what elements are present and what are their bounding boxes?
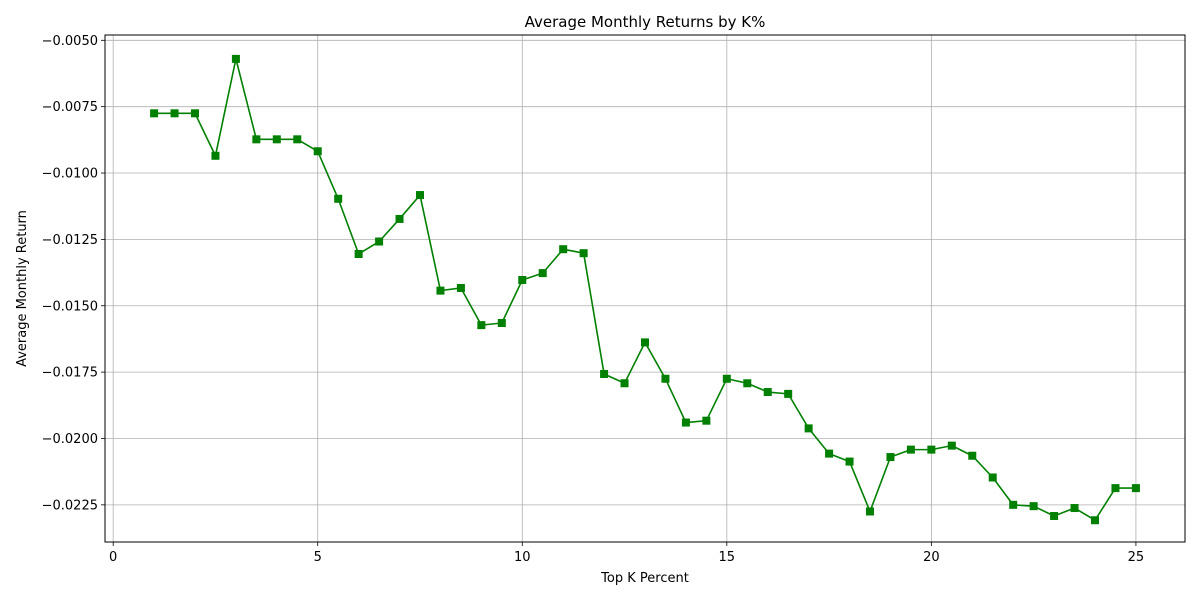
data-point-marker	[968, 451, 977, 460]
x-tick-label: 15	[719, 550, 736, 565]
data-point-marker	[1091, 516, 1099, 525]
y-axis-title: Average Monthly Return	[15, 210, 30, 367]
data-point-marker	[825, 449, 834, 458]
data-point-marker	[518, 276, 527, 285]
y-tick-label: −0.0100	[42, 167, 98, 182]
y-tick-label: −0.0150	[42, 299, 98, 314]
y-tick-label: −0.0175	[42, 366, 98, 381]
data-point-marker	[702, 416, 711, 425]
data-point-marker	[395, 214, 404, 223]
data-point-marker	[334, 194, 343, 203]
chart-title: Average Monthly Returns by K%	[525, 13, 766, 31]
grid-lines	[105, 35, 1185, 542]
x-tick-label: 0	[109, 550, 117, 565]
data-point-marker	[600, 369, 609, 378]
data-point-marker	[211, 151, 220, 160]
data-point-marker	[497, 319, 506, 328]
y-tick-label: −0.0225	[42, 498, 98, 513]
data-point-marker	[722, 374, 731, 383]
data-point-marker	[1070, 504, 1079, 513]
data-point-marker	[150, 109, 159, 118]
data-point-marker	[375, 237, 384, 246]
data-point-marker	[538, 269, 547, 278]
x-tick-label: 10	[514, 550, 531, 565]
y-tick-label: −0.0075	[42, 100, 98, 115]
data-point-marker	[620, 379, 629, 388]
data-point-marker	[743, 379, 752, 388]
axis-ticks: 0 5 10 15 20 25 −0.0050 −0.0075 −0.0100 −0.0125 −0…	[42, 34, 1145, 565]
data-point-marker	[661, 374, 670, 383]
data-point-marker	[1029, 502, 1038, 511]
data-point-marker	[1131, 484, 1140, 493]
data-point-marker	[804, 424, 813, 433]
x-axis-title: Top K Percent	[600, 571, 689, 586]
data-point-marker	[1050, 511, 1059, 520]
data-point-marker	[641, 338, 649, 347]
data-point-marker	[1009, 500, 1018, 509]
data-point-marker	[272, 135, 281, 144]
data-series	[150, 54, 1140, 525]
data-point-marker	[886, 453, 895, 462]
data-point-marker	[1111, 484, 1120, 493]
data-point-marker	[354, 249, 363, 258]
y-tick-label: −0.0050	[42, 34, 98, 49]
data-point-marker	[784, 389, 793, 398]
plot-frame	[104, 34, 1186, 543]
data-point-marker	[252, 135, 261, 144]
data-point-marker	[763, 388, 772, 397]
data-point-marker	[559, 245, 568, 254]
y-tick-label: −0.0125	[42, 233, 98, 248]
data-point-marker	[456, 283, 465, 292]
data-point-marker	[477, 321, 486, 330]
x-tick-label: 5	[314, 550, 322, 565]
data-point-marker	[845, 457, 854, 466]
x-tick-label: 20	[923, 550, 940, 565]
data-point-marker	[927, 445, 936, 454]
data-point-marker	[947, 441, 956, 450]
data-point-marker	[579, 249, 588, 258]
data-point-marker	[231, 54, 240, 63]
data-point-marker	[906, 445, 915, 454]
data-point-marker	[988, 473, 997, 482]
x-tick-label: 25	[1128, 550, 1145, 565]
data-point-marker	[436, 286, 445, 295]
data-point-marker	[681, 418, 690, 427]
data-point-marker	[866, 507, 874, 516]
data-point-marker	[313, 147, 322, 156]
data-point-marker	[416, 191, 424, 200]
y-tick-label: −0.0200	[42, 432, 98, 447]
data-point-marker	[293, 135, 302, 144]
data-point-marker	[191, 109, 199, 118]
data-point-marker	[170, 109, 179, 118]
